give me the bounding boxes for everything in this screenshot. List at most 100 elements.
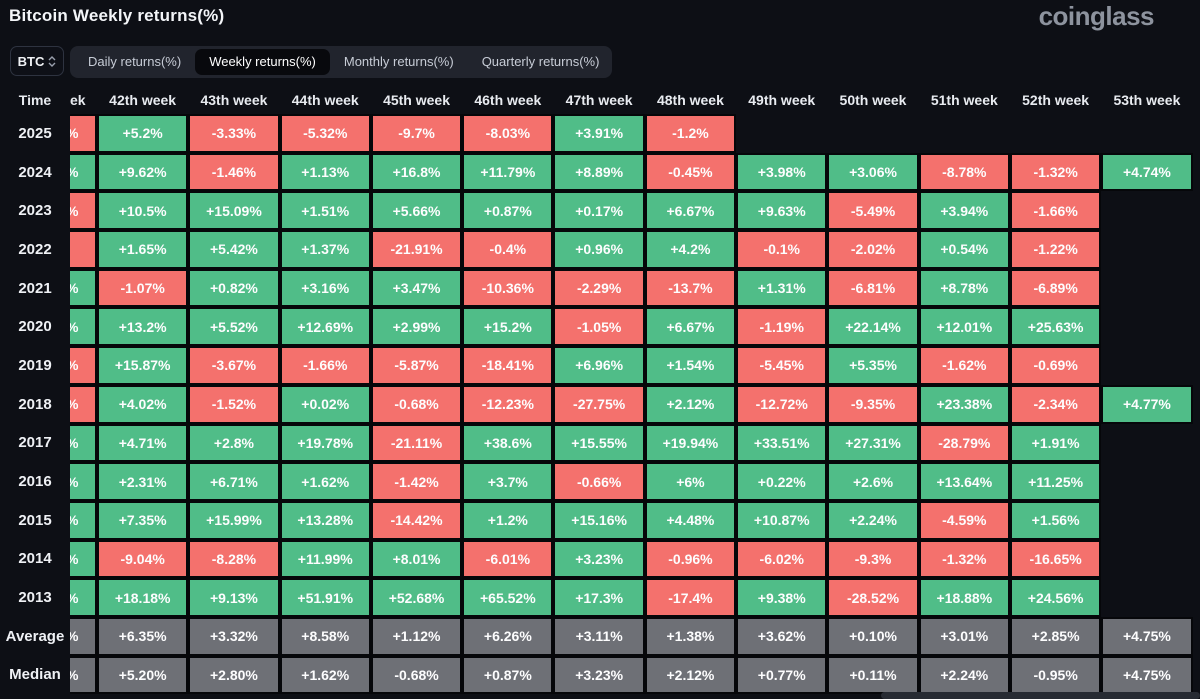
row-label: 2013 — [18, 589, 52, 607]
return-cell: -0.96% — [644, 539, 737, 579]
return-cell: +8.78% — [918, 268, 1010, 308]
return-cell: +3.32% — [188, 616, 280, 656]
col-header-week: 52th week — [1022, 92, 1090, 108]
return-cell: +15.87% — [97, 346, 189, 385]
return-cell: -0.95% — [1009, 655, 1102, 695]
return-cell: -1.05% — [553, 307, 645, 347]
row-label: 2015 — [18, 511, 52, 529]
return-cell: +2.12% — [644, 384, 737, 424]
return-cell: +27.31% — [827, 423, 919, 463]
col-header-week-partial: ek — [70, 92, 86, 108]
return-cell: -1.07% — [97, 268, 189, 308]
return-cell: +7.35% — [97, 500, 189, 540]
return-cell-empty — [1101, 346, 1192, 385]
return-cell: +3.94% — [918, 191, 1010, 231]
horizontal-scrollbar-thumb[interactable] — [881, 692, 1200, 699]
row-label: Median — [9, 666, 61, 684]
row-label: 2016 — [18, 473, 52, 491]
return-cell: +3.11% — [553, 616, 645, 656]
return-cell-partial: % — [70, 655, 97, 695]
return-cell: -12.23% — [462, 384, 554, 424]
return-cell: -5.45% — [736, 346, 828, 385]
return-cell: +6.26% — [462, 616, 554, 656]
return-cell-empty — [1101, 540, 1192, 579]
return-cell: -1.19% — [736, 307, 828, 347]
return-cell: +6.71% — [188, 462, 280, 501]
return-cell: +3.06% — [827, 152, 919, 192]
return-cell: +4.75% — [1101, 655, 1193, 695]
page-title: Bitcoin Weekly returns(%) — [9, 6, 225, 25]
return-cell: -4.59% — [918, 500, 1010, 540]
return-cell: +2.80% — [188, 655, 280, 695]
return-cell: +1.13% — [279, 152, 371, 192]
return-cell: +1.2% — [462, 500, 554, 540]
return-cell: +9.13% — [188, 578, 280, 617]
return-cell: -6.02% — [736, 539, 828, 579]
return-cell: -1.66% — [279, 346, 371, 385]
return-cell: +4.75% — [1101, 616, 1193, 656]
return-cell: -3.67% — [188, 346, 280, 385]
return-cell: -2.34% — [1009, 384, 1102, 424]
return-cell: +11.25% — [1009, 462, 1102, 501]
return-cell: -0.68% — [370, 655, 463, 695]
row-label: Average — [5, 627, 65, 645]
table-row: Median%+5.20%+2.80%+1.62%-0.68%+0.87%+3.… — [0, 655, 1200, 695]
return-cell: +5.2% — [97, 114, 189, 153]
return-cell-partial: % — [70, 191, 97, 231]
return-cell: +0.22% — [736, 462, 828, 501]
tab-quarterly[interactable]: Quarterly returns(%) — [481, 54, 600, 69]
return-cell: +3.47% — [370, 268, 463, 308]
col-header-week: 49th week — [748, 92, 816, 108]
return-cell: -1.52% — [188, 384, 280, 424]
return-cell-empty — [1101, 424, 1192, 463]
return-cell: +17.3% — [553, 578, 645, 617]
symbol-selector[interactable]: BTC — [10, 46, 64, 76]
return-cell: +1.56% — [1009, 500, 1102, 540]
return-cell: +2.31% — [97, 462, 189, 501]
return-cell: +2.24% — [918, 655, 1010, 695]
col-header-week: 42th week — [109, 92, 177, 108]
return-cell: +2.85% — [1009, 616, 1102, 656]
return-cell: +51.91% — [279, 578, 371, 617]
return-cell: +5.66% — [370, 191, 463, 231]
return-cell: -8.78% — [918, 152, 1010, 192]
tab-daily[interactable]: Daily returns(%) — [88, 54, 182, 69]
return-cell: +18.88% — [918, 578, 1010, 617]
return-cell: +6.67% — [644, 307, 737, 347]
return-cell: +0.82% — [188, 268, 280, 308]
return-cell: +23.38% — [918, 384, 1010, 424]
tab-weekly[interactable]: Weekly returns(%) — [195, 49, 330, 75]
return-cell: -9.35% — [827, 384, 919, 424]
return-cell: +8.58% — [279, 616, 371, 656]
return-cell-empty — [1101, 191, 1192, 230]
return-cell: +4.48% — [644, 500, 737, 540]
return-cell: +5.20% — [97, 655, 189, 695]
return-cell: +3.62% — [736, 616, 828, 656]
table-row: 2022 +1.65% +5.42% +1.37% -21.91% -0.4% +0.96%… — [0, 230, 1200, 269]
return-cell: -16.65% — [1009, 539, 1102, 579]
table-row: Average%+6.35%+3.32%+8.58%+1.12%+6.26%+3… — [0, 616, 1200, 656]
return-cell: -1.2% — [644, 114, 737, 153]
return-cell: -21.11% — [370, 423, 463, 463]
col-header-week: 47th week — [565, 92, 633, 108]
return-cell: -2.02% — [827, 230, 919, 269]
table-row: 2024%+9.62%-1.46%+1.13%+16.8%+11.79%+8.8… — [0, 152, 1200, 192]
return-cell-partial: % — [70, 616, 97, 656]
row-label: 2020 — [18, 318, 52, 336]
return-cell: +19.78% — [279, 423, 371, 463]
return-cell-partial: % — [70, 578, 97, 617]
return-cell: +9.38% — [736, 578, 828, 617]
return-cell: +13.2% — [97, 307, 189, 347]
return-cell: -1.22% — [1009, 230, 1102, 269]
return-cell: -9.04% — [97, 539, 189, 579]
returns-tab-group: Daily returns(%) Weekly returns(%) Monthly… — [70, 46, 612, 78]
tab-monthly[interactable]: Monthly returns(%) — [343, 54, 454, 69]
return-cell: -0.1% — [736, 230, 828, 269]
col-header-week: 45th week — [383, 92, 450, 108]
return-cell: +0.17% — [553, 191, 645, 231]
return-cell: +1.62% — [279, 462, 371, 501]
return-cell: -0.45% — [644, 152, 737, 192]
return-cell: -9.3% — [827, 539, 919, 579]
return-cell: -8.28% — [188, 539, 280, 579]
return-cell: -28.52% — [827, 578, 919, 617]
